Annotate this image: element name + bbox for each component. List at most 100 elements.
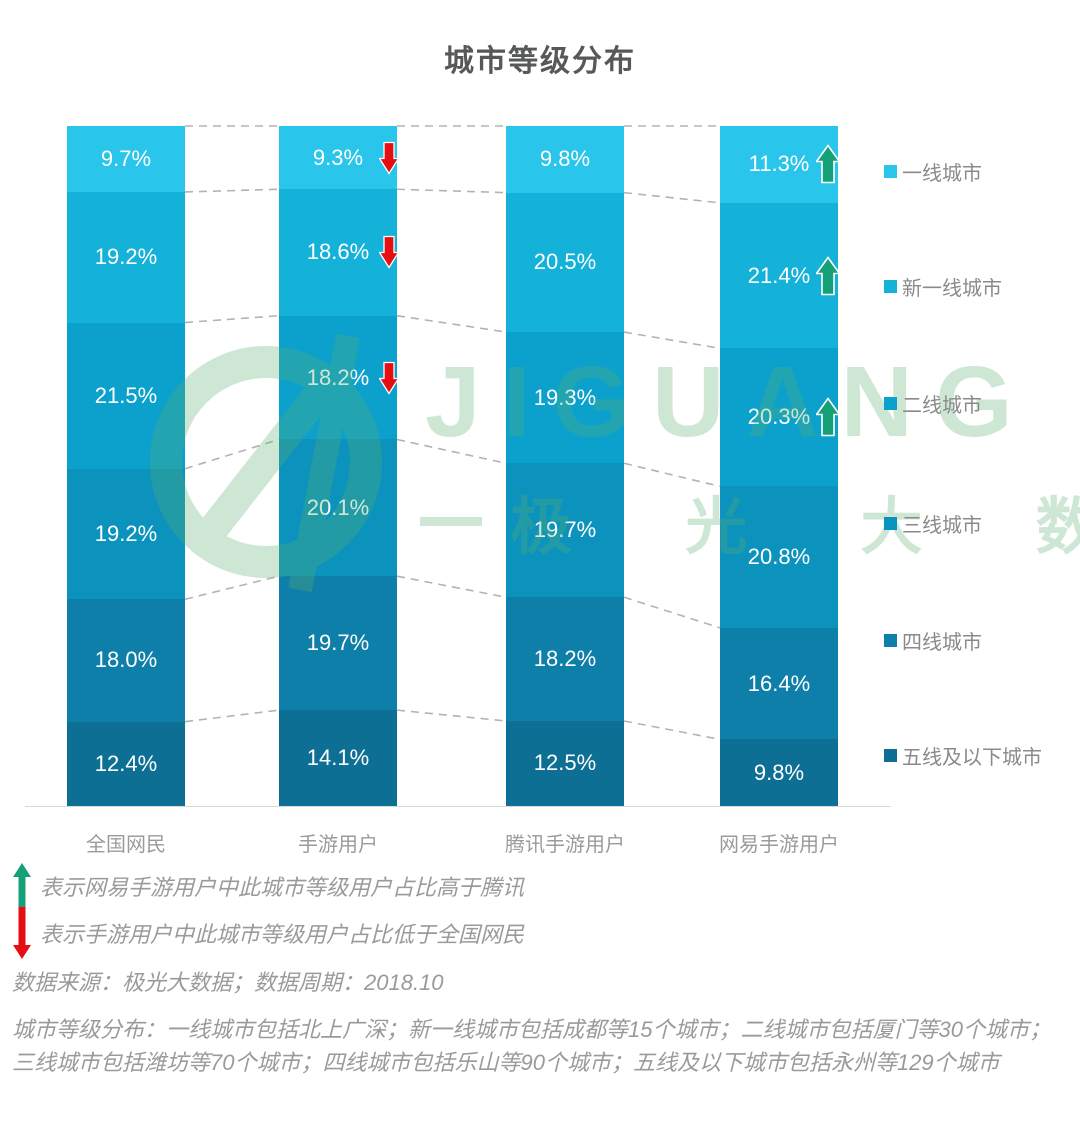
plot-area: 9.7% 19.2% 21.5% 19.2% 18.0% 12.4% 9.3% 18.6% 18… [25,125,1080,856]
footnote-down-arrow-row: 表示手游用户中此城市等级用户占比低于全国网民 [12,906,1068,959]
legend-label: 新一线城市 [902,278,1002,300]
dashed-connector-line [623,462,721,488]
segment-value-label: 19.7% [306,630,370,656]
segment-value-label: 21.4% [747,262,811,288]
legend-label: 一线城市 [902,163,982,185]
footnote-up-arrow-row: 表示网易手游用户中此城市等级用户占比高于腾讯 [12,862,1068,909]
bar-segment: 20.8% [720,486,838,628]
bar-segment: 11.3% [720,126,840,203]
segment-value-label: 19.2% [94,520,158,546]
legend-color-marker [884,749,897,762]
up-arrow-icon [816,256,840,295]
bar-segment: 20.3% [720,348,840,487]
dashed-connector-line [184,438,280,470]
segment-value-label: 19.2% [94,244,158,270]
x-axis-label: 全国网民 [86,834,166,856]
legend-item-三线城市: 三线城市 [884,509,982,538]
segment-value-label: 20.5% [533,249,597,275]
bar-腾讯手游用户: 9.8% 20.5% 19.3% 19.7% 18.2% 12.5% [506,126,624,806]
legend-label: 二线城市 [902,395,982,417]
segment-value-label: 20.1% [306,494,370,520]
bar-segment: 9.8% [506,126,624,193]
down-arrow-icon [379,361,399,395]
legend-color-marker [884,397,897,410]
legend-item-一线城市: 一线城市 [884,157,982,186]
segment-value-label: 18.0% [94,647,158,673]
bar-segment: 19.7% [279,576,397,711]
dashed-connector-line [396,438,507,465]
segment-value-label: 14.1% [306,745,370,771]
footnotes: 表示网易手游用户中此城市等级用户占比高于腾讯 表示手游用户中此城市等级用户占比低… [12,862,1068,1079]
dashed-connector-line [623,331,721,350]
up-arrow-icon [816,144,840,184]
bar-segment: 19.2% [67,191,185,323]
dashed-connector-line [184,709,280,723]
bar-网易手游用户: 11.3% 21.4% 20.3% 20.8% 16.4% 9.8% [720,126,840,806]
segment-value-label: 21.5% [94,382,158,408]
legend-item-新一线城市: 新一线城市 [884,272,1002,301]
watermark-dash [420,516,482,526]
segment-value-label: 20.8% [747,544,811,570]
segment-value-label: 18.6% [306,239,370,265]
down-arrow-icon [379,236,399,269]
segment-value-label: 9.7% [100,145,152,171]
segment-value-label: 19.3% [533,384,597,410]
x-axis-label: 手游用户 [298,834,378,856]
segment-value-label: 18.2% [306,364,370,390]
dashed-connector-line [396,709,507,722]
legend-label: 五线及以下城市 [902,747,1042,769]
data-source-note: 数据来源：极光大数据；数据周期：2018.10 [12,969,444,995]
dashed-connector-line [396,575,507,599]
up-arrow-icon [12,862,32,909]
legend-color-marker [884,517,897,530]
dashed-connector-line [396,314,507,333]
segment-value-label: 11.3% [748,151,810,177]
dashed-connector-line [184,188,280,193]
x-axis-label: 网易手游用户 [719,834,839,856]
footnote-down-text: 表示手游用户中此城市等级用户占比低于全国网民 [40,921,525,947]
bar-segment: 21.5% [67,322,185,469]
segment-value-label: 16.4% [747,670,811,696]
bar-segment: 21.4% [720,202,840,349]
segment-value-label: 12.4% [94,750,158,776]
segment-value-label: 9.8% [753,759,805,785]
bar-segment: 18.2% [506,597,624,721]
dashed-connector-line [184,575,280,601]
tier-description-note: 城市等级分布：一线城市包括北上广深；新一线城市包括成都等15个城市；二线城市包括… [12,1017,1051,1075]
dashed-connector-line [184,314,280,324]
bar-segment: 19.7% [506,463,624,598]
up-arrow-icon [816,397,840,437]
x-axis-label: 腾讯手游用户 [505,834,625,856]
legend-item-四线城市: 四线城市 [884,626,982,655]
bar-segment: 18.2% [279,315,399,440]
legend-color-marker [884,280,897,293]
legend-item-二线城市: 二线城市 [884,389,982,418]
bar-segment: 9.7% [67,126,185,192]
bar-segment: 14.1% [279,710,397,806]
legend-label: 四线城市 [902,632,982,654]
segment-value-label: 9.3% [312,144,364,170]
bar-segment: 12.4% [67,721,185,806]
bar-segment: 9.3% [279,126,399,190]
down-arrow-icon [12,906,32,959]
legend-color-marker [884,634,897,647]
dashed-connector-line [623,720,721,741]
dashed-connector-line [623,596,721,629]
legend-color-marker [884,165,897,178]
dashed-connector-line [396,188,507,194]
legend-item-五线及以下城市: 五线及以下城市 [884,741,1042,770]
footnote-up-text: 表示网易手游用户中此城市等级用户占比高于腾讯 [40,874,525,900]
segment-value-label: 18.2% [533,646,597,672]
bar-segment: 18.0% [67,599,185,722]
legend-label: 三线城市 [902,515,982,537]
bar-segment: 19.3% [506,332,624,464]
chart-title: 城市等级分布 [444,45,636,78]
down-arrow-icon [379,141,399,175]
dashed-connector-line [623,191,721,204]
segment-value-label: 19.7% [533,517,597,543]
segment-value-label: 20.3% [747,404,811,430]
bar-segment: 18.6% [279,189,399,316]
bar-segment: 20.1% [279,439,397,577]
bar-segment: 16.4% [720,627,838,740]
